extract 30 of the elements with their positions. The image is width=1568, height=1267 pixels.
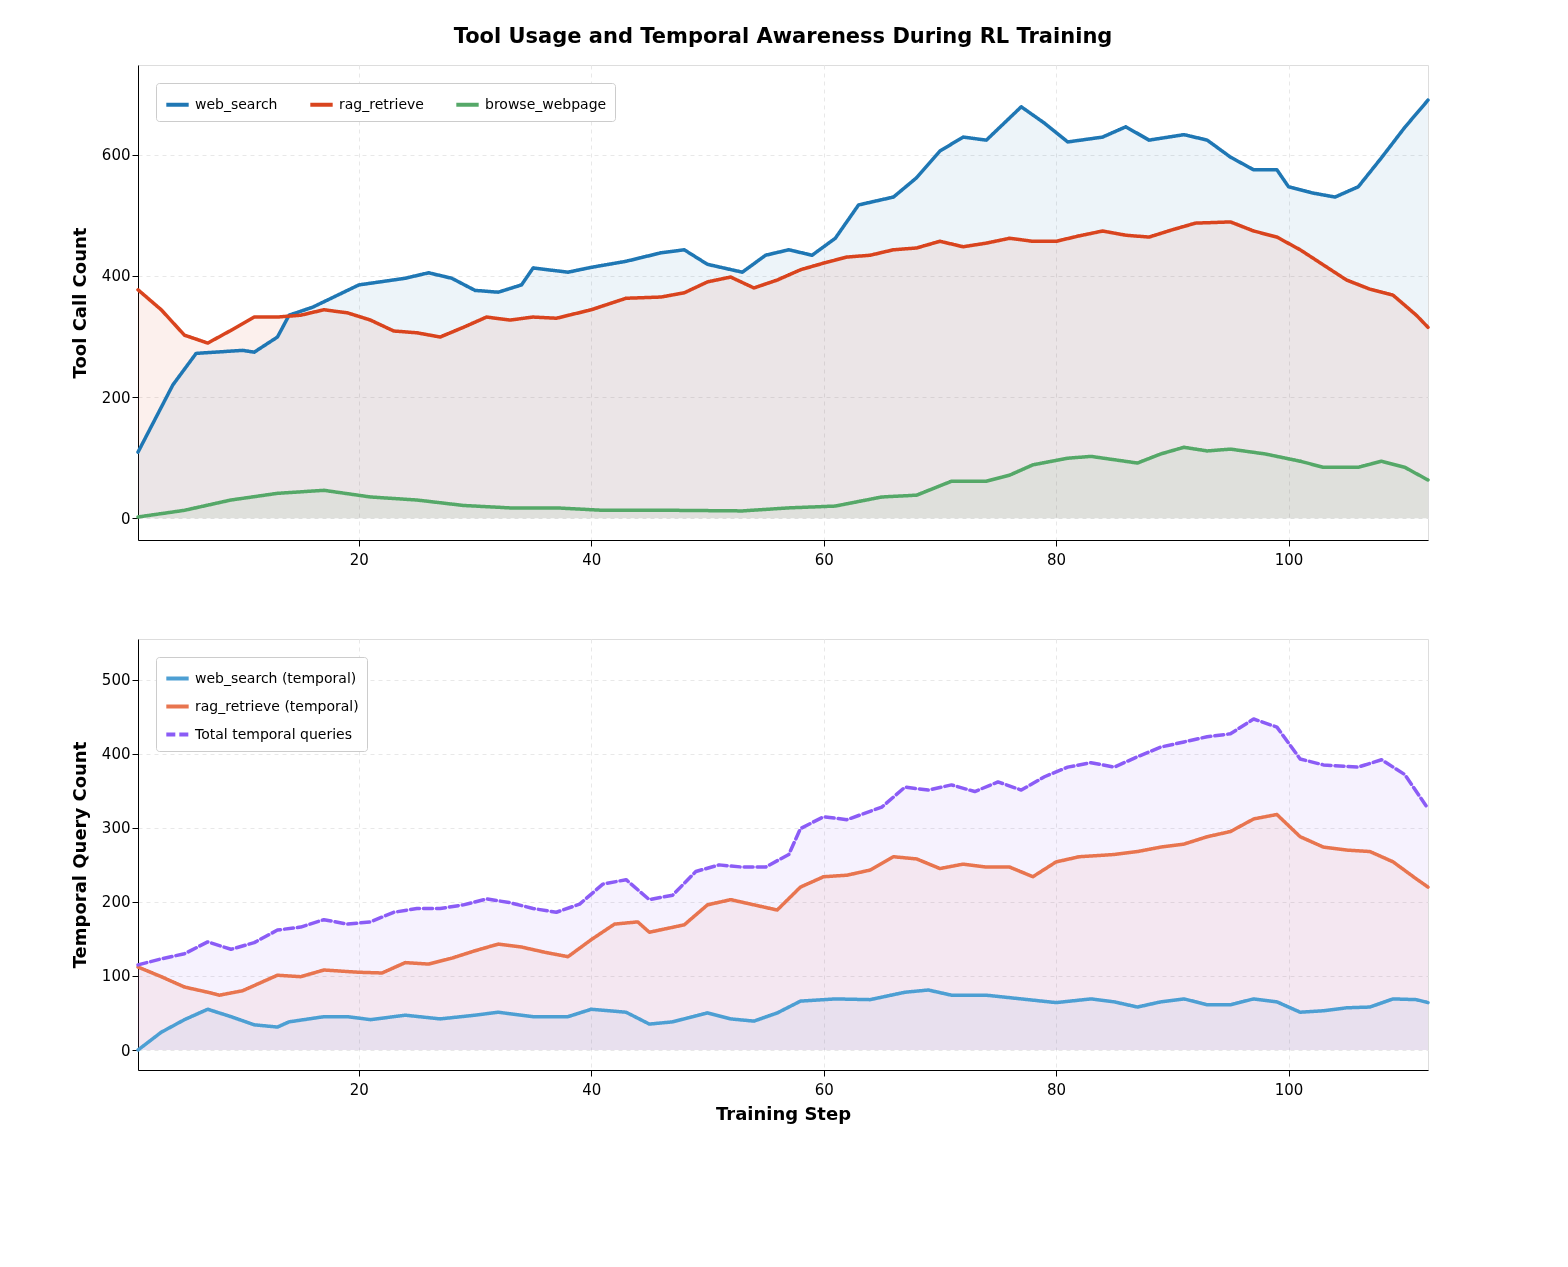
y-tick-label: 200 (101, 893, 131, 912)
y-tick-label: 100 (101, 967, 131, 986)
y-tick-label: 300 (101, 819, 131, 838)
y-tick-label: 0 (120, 1041, 131, 1060)
y-axis-title: Tool Call Count (68, 227, 90, 379)
legend-label: Total temporal queries (194, 725, 352, 742)
x-tick-label: 60 (814, 550, 834, 569)
legend-label: web_search (temporal) (195, 669, 357, 686)
x-tick-label: 40 (582, 1080, 602, 1099)
x-tick-label: 80 (1047, 1080, 1067, 1099)
y-tick-label: 400 (101, 745, 131, 764)
x-tick-label: 20 (349, 550, 369, 569)
x-tick-label: 20 (349, 1080, 369, 1099)
legend-label: web_search (195, 95, 278, 112)
y-tick-label: 500 (101, 671, 131, 690)
y-tick-label: 400 (101, 267, 131, 286)
x-axis-title: Training Step (715, 1102, 852, 1124)
y-tick-label: 0 (120, 509, 131, 528)
legend-label: rag_retrieve (339, 95, 424, 112)
x-tick-label: 40 (582, 550, 602, 569)
legend-label: browse_webpage (485, 95, 607, 112)
x-tick-label: 60 (814, 1080, 834, 1099)
y-tick-label: 600 (101, 146, 131, 165)
x-tick-label: 80 (1047, 550, 1067, 569)
chart-title: Tool Usage and Temporal Awareness During RL Training (453, 24, 1113, 48)
x-tick-label: 100 (1274, 550, 1304, 569)
y-axis-title: Temporal Query Count (68, 741, 90, 969)
y-tick-label: 200 (101, 388, 131, 407)
x-tick-label: 100 (1274, 1080, 1304, 1099)
legend-label: rag_retrieve (temporal) (195, 697, 359, 714)
